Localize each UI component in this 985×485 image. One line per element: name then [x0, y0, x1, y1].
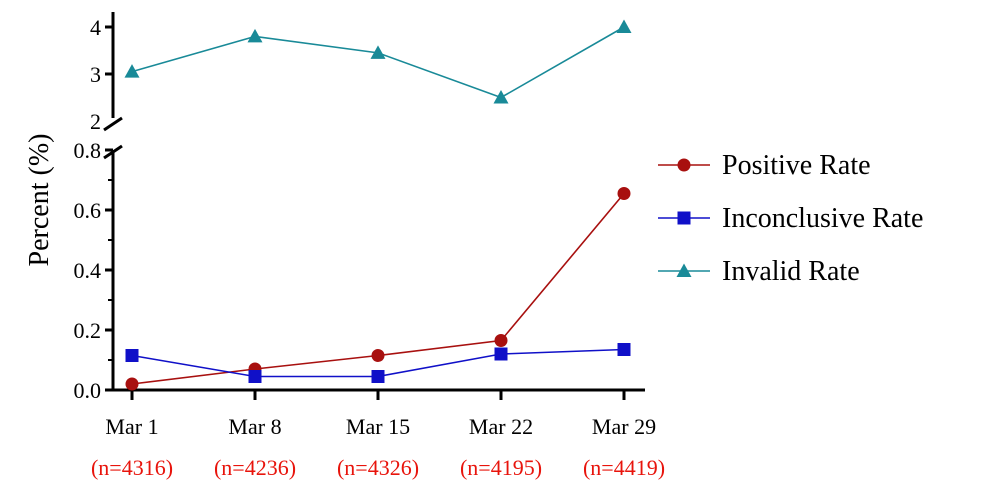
legend-label: Inconclusive Rate	[722, 203, 923, 234]
series-group	[124, 19, 632, 391]
legend-label: Positive Rate	[722, 150, 871, 181]
sample-size-label: (n=4419)	[583, 455, 665, 480]
x-tick-label: Mar 22	[469, 414, 533, 439]
inconclusive-rate-point	[494, 347, 508, 361]
series-positive-rate	[125, 187, 631, 391]
y-tick-label: 0.2	[74, 318, 102, 343]
positive-rate-point	[617, 187, 631, 200]
y-tick-label: 4	[90, 15, 101, 40]
inconclusive-rate-point	[248, 370, 262, 383]
y-tick-label: 0.0	[74, 378, 102, 403]
x-tick-label: Mar 8	[228, 414, 281, 439]
legend-marker	[677, 158, 691, 172]
x-tick-label: Mar 15	[346, 414, 410, 439]
inconclusive-rate-point	[371, 370, 385, 383]
legend-marker	[677, 211, 691, 225]
legend-label: Invalid Rate	[722, 256, 860, 287]
y-tick-label: 3	[90, 62, 101, 87]
legend-item-positive-rate: Positive Rate	[658, 150, 871, 181]
y-tick-label: 2	[90, 109, 101, 134]
sample-size-label: (n=4326)	[337, 455, 419, 480]
invalid-rate-point	[370, 45, 386, 59]
invalid-rate-point	[124, 64, 140, 78]
invalid-rate-point	[493, 90, 509, 104]
axes	[103, 12, 645, 392]
invalid-rate-point	[616, 19, 632, 33]
x-tick-label: Mar 29	[592, 414, 656, 439]
tick-labels: 0.0 0.2 0.4 0.6 0.8 2 3 4 Mar 1 (n=4316) Mar 8 (n=4…	[74, 15, 666, 480]
axis-break-mark-lower	[103, 144, 123, 160]
y-tick-label: 0.6	[74, 198, 102, 223]
legend-item-invalid-rate: Invalid Rate	[658, 256, 860, 287]
legend: Positive Rate Inconclusive Rate Invalid Ra…	[658, 150, 923, 287]
y-tick-label: 0.4	[74, 258, 102, 283]
invalid-rate-line	[131, 26, 625, 99]
invalid-rate-point	[247, 28, 263, 43]
positive-rate-point	[494, 334, 508, 347]
axis-break-mark-upper	[103, 116, 123, 132]
inconclusive-rate-point	[617, 343, 631, 356]
sample-size-label: (n=4316)	[91, 455, 173, 480]
series-invalid-rate	[124, 19, 632, 104]
y-tick-label: 0.8	[74, 138, 102, 163]
series-inconclusive-rate	[125, 343, 631, 383]
inconclusive-rate-point	[125, 349, 139, 362]
sample-size-label: (n=4236)	[214, 455, 296, 480]
legend-marker	[676, 263, 692, 277]
x-tick-label: Mar 1	[105, 414, 158, 439]
y-axis-label: Percent (%)	[24, 134, 55, 267]
ticks	[105, 25, 626, 400]
positive-rate-point	[371, 349, 385, 362]
legend-item-inconclusive-rate: Inconclusive Rate	[658, 203, 923, 234]
sample-size-label: (n=4195)	[460, 455, 542, 480]
positive-rate-point	[125, 377, 139, 391]
